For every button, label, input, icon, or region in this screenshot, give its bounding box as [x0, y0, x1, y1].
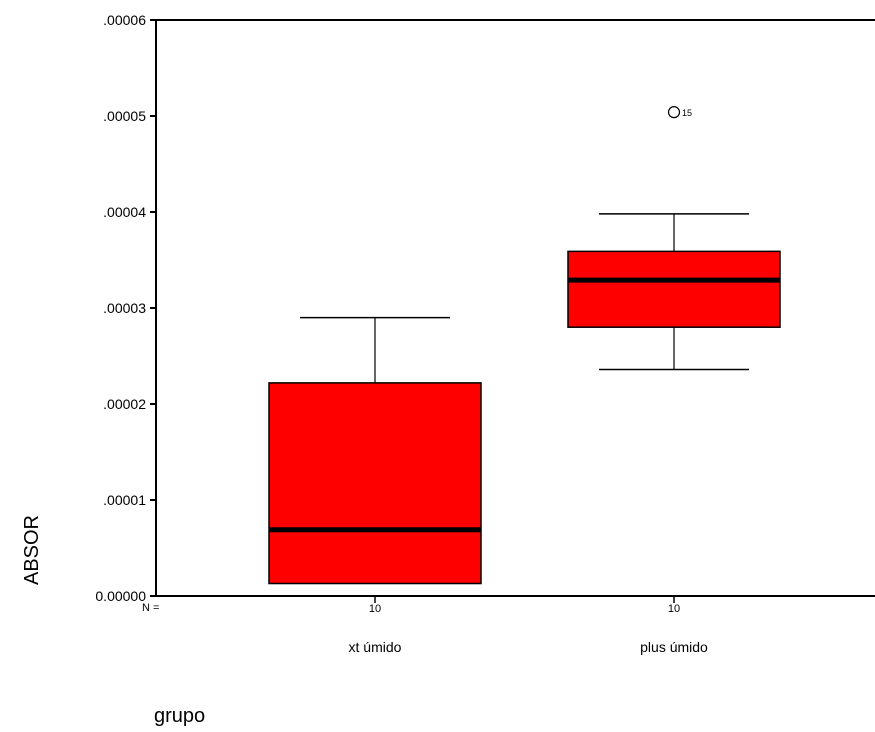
- y-axis-ticks: 0.00000 .00001 .00002 .00003 .00004 .00005 .00…: [95, 12, 157, 604]
- y-tick-label: .00001: [103, 492, 146, 508]
- box-group: 10 xt úmido: [268, 316, 482, 655]
- x-tick-label: plus úmido: [640, 639, 708, 655]
- y-tick-label: .00002: [103, 396, 146, 412]
- x-axis-title: grupo: [154, 705, 205, 727]
- n-count: 10: [369, 603, 381, 615]
- iqr-box: [268, 382, 482, 585]
- y-tick-label: .00006: [103, 12, 146, 28]
- y-tick-label: .00005: [103, 108, 146, 124]
- n-count: 10: [668, 603, 680, 615]
- n-label: N =: [142, 602, 159, 614]
- y-tick-label: 0.00000: [95, 588, 146, 604]
- box-groups: 10 xt úmido 15 10 plus úmido: [268, 106, 781, 655]
- x-tick-label: xt úmido: [349, 639, 402, 655]
- outlier-label: 15: [682, 108, 692, 118]
- y-tick-label: .00004: [103, 204, 146, 220]
- y-tick-label: .00003: [103, 300, 146, 316]
- outlier-marker: [667, 106, 681, 119]
- y-axis-title: ABSOR: [21, 515, 43, 585]
- box-group: 15 10 plus úmido: [567, 106, 781, 655]
- iqr-box: [567, 250, 781, 328]
